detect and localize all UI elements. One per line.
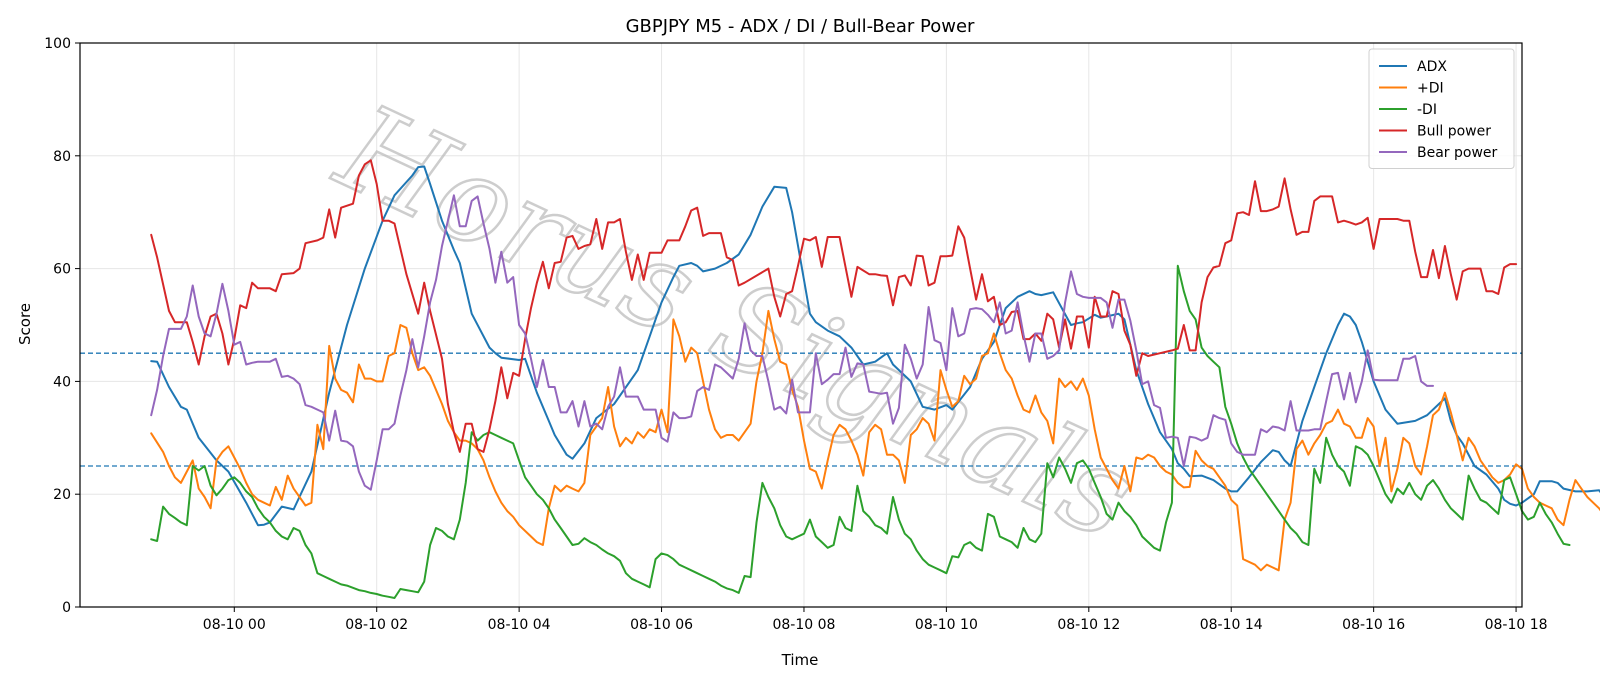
- y-tick-label: 40: [53, 374, 71, 390]
- series-line--di: [150, 264, 1571, 599]
- x-tick-label: 08-10 00: [203, 617, 266, 633]
- y-tick-label: 80: [53, 149, 71, 165]
- x-axis: 08-10 00 08-10 02 08-10 04 08-10 06 08-10 08…: [203, 607, 1548, 633]
- series-line-bear-power: [150, 194, 1434, 491]
- reference-lines: [80, 352, 1522, 467]
- y-tick-label: 20: [53, 487, 71, 503]
- series-line-bull-power: [150, 159, 1518, 453]
- legend-label: Bull power: [1417, 124, 1491, 140]
- x-tick-label: 08-10 12: [1057, 617, 1120, 633]
- y-tick-label: 60: [53, 262, 71, 278]
- y-tick-label: 100: [44, 36, 71, 52]
- legend-label: -DI: [1417, 102, 1437, 118]
- grid: [80, 42, 1522, 608]
- series-lines: [150, 159, 1600, 599]
- x-tick-label: 08-10 08: [772, 617, 835, 633]
- legend: ADX +DI -DI Bull power Bear power: [1368, 48, 1515, 169]
- x-tick-label: 08-10 06: [630, 617, 693, 633]
- plot-frame: [79, 42, 1523, 608]
- legend-label: Bear power: [1417, 145, 1498, 161]
- chart-title: GBPJPY M5 - ADX / DI / Bull-Bear Power: [626, 16, 975, 37]
- x-tick-label: 08-10 14: [1200, 617, 1263, 633]
- x-axis-label: Time: [781, 651, 819, 669]
- x-tick-label: 08-10 16: [1342, 617, 1405, 633]
- y-tick-label: 0: [62, 600, 71, 616]
- y-axis: 0 20 40 60 80 100: [44, 36, 80, 616]
- x-tick-label: 08-10 18: [1485, 617, 1548, 633]
- legend-box: [1368, 48, 1515, 169]
- x-tick-label: 08-10 04: [488, 617, 551, 633]
- legend-label: ADX: [1417, 59, 1447, 75]
- series-line-adx: [150, 165, 1600, 527]
- x-tick-label: 08-10 10: [915, 617, 978, 633]
- legend-label: +DI: [1417, 81, 1444, 97]
- x-tick-label: 08-10 02: [345, 617, 408, 633]
- y-axis-label: Score: [16, 303, 34, 345]
